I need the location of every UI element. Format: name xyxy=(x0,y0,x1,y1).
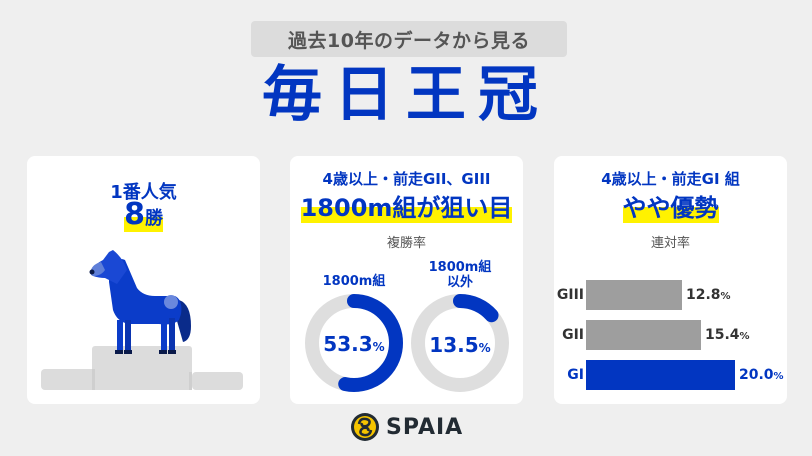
donut-1800m: 1800m組 53.3% xyxy=(304,274,404,397)
spaia-logo: SPAIA xyxy=(350,412,463,442)
bar-value-number: 20.0 xyxy=(739,367,774,383)
donut-label-line1: 1800m組 xyxy=(428,260,492,275)
bar-value-number: 15.4 xyxy=(705,327,740,343)
bar-value-unit: % xyxy=(739,331,750,342)
donut-label: 1800m組 xyxy=(322,274,386,289)
subtitle-text: 過去10年のデータから見る xyxy=(288,29,530,52)
card3-subheading-text: やや優勢 xyxy=(622,194,719,222)
donut-chart xyxy=(305,294,403,392)
bar-row-giii: GIII 12.8% xyxy=(554,280,731,310)
bar-row-gii: GII 15.4% xyxy=(554,320,750,350)
grade-rate-card: 4歳以上・前走GI 組 やや優勢 連対率 GIII 12.8% GII 15.4… xyxy=(554,156,787,404)
card3-subheading: やや優勢 xyxy=(554,188,787,223)
bar-label: GI xyxy=(567,367,584,383)
favorite-wins-card: 1番人気 8勝 xyxy=(27,156,260,404)
bar-label: GIII xyxy=(556,287,584,303)
donut-value: 13.5% xyxy=(410,333,510,357)
bar xyxy=(586,320,701,350)
bar-value: 15.4% xyxy=(705,327,750,343)
donut-value: 53.3% xyxy=(304,332,404,356)
donut-value-unit: % xyxy=(478,341,491,355)
bar xyxy=(586,280,682,310)
donut-other: 1800m組 以外 13.5% xyxy=(410,260,510,397)
donut-label-line2: 以外 xyxy=(446,275,473,290)
spaia-logo-text: SPAIA xyxy=(386,414,464,440)
horse-icon xyxy=(89,250,191,354)
bar-label: GII xyxy=(562,327,584,343)
bar-row-gi: GI 20.0% xyxy=(554,360,784,390)
donut-value-number: 13.5 xyxy=(429,333,479,357)
card1-heading: 1番人気 xyxy=(110,182,177,203)
card2-subheading: 1800m組が狙い目 xyxy=(290,188,523,223)
page-title: 毎日王冠 xyxy=(262,60,550,130)
bar-value-unit: % xyxy=(720,291,731,302)
spaia-logo-icon xyxy=(351,413,379,441)
wins-highlight: 8勝 xyxy=(124,198,163,232)
donut-value-unit: % xyxy=(372,340,385,354)
subtitle-banner: 過去10年のデータから見る xyxy=(251,21,567,57)
donut-value-number: 53.3 xyxy=(323,332,373,356)
metric-label: 複勝率 xyxy=(386,236,426,251)
card3-highlight: やや優勢 xyxy=(622,188,719,223)
wins-count: 8勝 xyxy=(27,198,260,232)
metric-label: 連対率 xyxy=(650,236,690,251)
bar xyxy=(586,360,735,390)
wins-number: 8 xyxy=(124,197,145,232)
wins-unit: 勝 xyxy=(144,208,163,229)
card2-subheading-text: 1800m組が狙い目 xyxy=(300,194,513,222)
card2-highlight: 1800m組が狙い目 xyxy=(300,188,513,223)
donut-chart xyxy=(411,294,509,392)
distance-placement-card: 4歳以上・前走GII、GIII 1800m組が狙い目 複勝率 1800m組 53… xyxy=(290,156,523,404)
podium-icon xyxy=(41,346,243,390)
card3-heading: 4歳以上・前走GI 組 xyxy=(601,170,740,188)
bar-value: 12.8% xyxy=(686,287,731,303)
bar-value-number: 12.8 xyxy=(686,287,721,303)
bar-value-unit: % xyxy=(773,371,784,382)
card2-heading: 4歳以上・前走GII、GIII xyxy=(322,170,491,188)
bar-value: 20.0% xyxy=(739,367,784,383)
